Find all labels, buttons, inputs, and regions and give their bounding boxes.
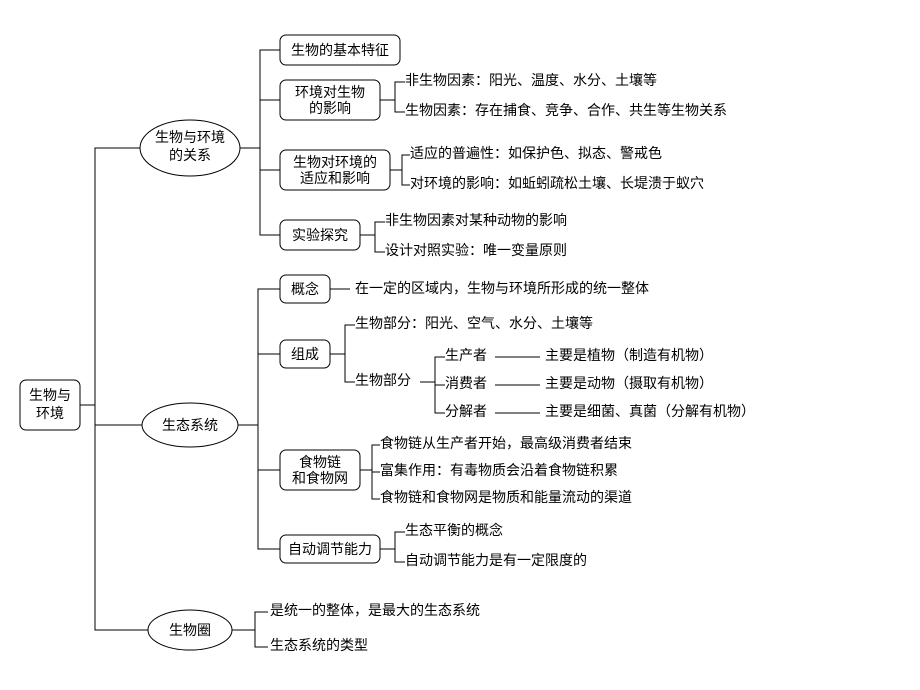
a4-2-label: 设计对照实验：唯一变量原则 <box>385 243 567 259</box>
conn-b2-2b <box>435 382 445 385</box>
b2-2a-r: 主要是植物（制造有机物） <box>545 348 713 364</box>
root-node <box>20 380 80 430</box>
conn-root-n3 <box>95 425 148 630</box>
root-label-2: 环境 <box>36 406 64 422</box>
conn-n2-b2 <box>258 354 280 425</box>
b2-2c-r: 主要是细菌、真菌（分解有机物） <box>545 404 755 420</box>
b3-label-2: 和食物网 <box>292 470 348 487</box>
conn-a2-2 <box>395 100 405 112</box>
n1-label-1: 生物与环境 <box>155 130 225 146</box>
a2-1-label: 非生物因素：阳光、温度、水分、土壤等 <box>405 72 657 89</box>
a2-2-label: 生物因素：存在捕食、竞争、合作、共生等生物关系 <box>405 102 727 119</box>
conn-n2-b3 <box>258 425 280 470</box>
b4-2-label: 自动调节能力是有一定限度的 <box>405 553 587 569</box>
conn-a4-1 <box>360 222 385 235</box>
b2-1-label: 生物部分：阳光、空气、水分、土壤等 <box>355 315 593 332</box>
n2-label: 生态系统 <box>162 418 218 434</box>
a1-label: 生物的基本特征 <box>291 42 389 59</box>
b3-1-label: 食物链从生产者开始，最高级消费者结束 <box>380 435 632 452</box>
a2-label-2: 的影响 <box>309 101 351 117</box>
conn-n1-a3 <box>260 148 280 170</box>
b2-2a-l: 生产者 <box>445 348 487 364</box>
a3-label-1: 生物对环境的 <box>293 155 377 171</box>
conn-b4-1 <box>380 532 405 549</box>
c1-label: 是统一的整体，是最大的生态系统 <box>270 603 480 619</box>
b2-2b-r: 主要是动物（摄取有机物） <box>545 376 713 392</box>
conn-b3-3 <box>372 472 380 499</box>
conn-n2-b1 <box>238 289 280 425</box>
b2-label: 组成 <box>291 347 319 363</box>
b3-3-label: 食物链和食物网是物质和能量流动的渠道 <box>380 489 632 506</box>
conn-n3-c2 <box>255 630 268 647</box>
conn-a3-1 <box>390 155 410 170</box>
a3-label-2: 适应和影响 <box>300 170 370 187</box>
n1-label-2: 的关系 <box>169 148 211 164</box>
c2-label: 生态系统的类型 <box>270 638 368 654</box>
conn-b4-2 <box>395 549 405 562</box>
conn-a2-1 <box>380 82 405 100</box>
b3-label-1: 食物链 <box>299 454 341 471</box>
b1-1-label: 在一定的区域内，生物与环境所形成的统一整体 <box>355 281 649 297</box>
conn-n1-a4 <box>260 170 280 235</box>
b3-2-label: 富集作用：有毒物质会沿着食物链积累 <box>380 462 618 479</box>
b2-2-label: 生物部分 <box>355 373 411 389</box>
a4-label: 实验探究 <box>292 228 348 244</box>
b4-label: 自动调节能力 <box>288 542 372 558</box>
conn-root-n1 <box>80 148 140 405</box>
n3-label: 生物圈 <box>169 623 211 639</box>
b2-2b-l: 消费者 <box>445 376 487 392</box>
conn-b2-2a <box>420 357 445 382</box>
a4-1-label: 非生物因素对某种动物的影响 <box>385 213 567 229</box>
conn-b2-1 <box>330 325 355 354</box>
b1-label: 概念 <box>291 281 319 298</box>
b4-1-label: 生态平衡的概念 <box>405 522 503 539</box>
a3-1-label: 适应的普遍性：如保护色、拟态、警戒色 <box>410 145 662 162</box>
conn-n3-c1 <box>232 612 268 630</box>
root-label-1: 生物与 <box>29 388 71 404</box>
b2-2c-l: 分解者 <box>445 404 487 420</box>
conn-root-n2 <box>95 405 142 425</box>
conn-a3-2 <box>402 170 410 185</box>
conn-n1-a2 <box>260 100 280 148</box>
conn-b3-2 <box>372 470 380 472</box>
concept-map: 生物与 环境 生物与环境 的关系 生态系统 生物圈 生物的基本特征 环境对生物 … <box>10 10 910 680</box>
conn-b3-1 <box>360 445 380 470</box>
a3-2-label: 对环境的影响：如蚯蚓疏松土壤、长堤溃于蚁穴 <box>410 175 704 192</box>
a2-label-1: 环境对生物 <box>295 85 365 101</box>
conn-b2-2 <box>345 354 355 382</box>
node-bio-env-relation <box>140 120 240 176</box>
conn-b2-2c <box>435 385 445 413</box>
conn-a4-2 <box>375 235 385 252</box>
conn-n2-b4 <box>258 470 280 549</box>
